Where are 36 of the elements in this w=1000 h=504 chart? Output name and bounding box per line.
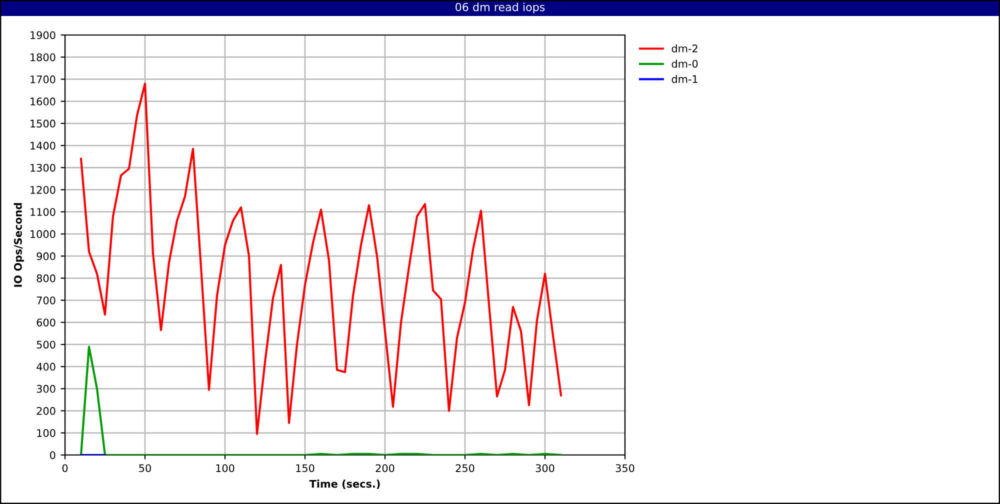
y-tick-label: 1600 xyxy=(30,98,56,106)
x-tick-label: 200 xyxy=(376,464,394,472)
y-tick-label: 1400 xyxy=(30,142,56,150)
x-tick-label: 100 xyxy=(216,464,234,472)
legend-label: dm-0 xyxy=(672,60,698,68)
x-tick-label: 250 xyxy=(456,464,474,472)
y-tick-label: 1700 xyxy=(30,75,56,84)
y-tick-label: 900 xyxy=(36,252,56,260)
y-tick-label: 500 xyxy=(36,340,56,349)
legend-label: dm-2 xyxy=(672,44,698,52)
x-axis-title: Time (secs.) xyxy=(309,480,380,489)
x-tick-label: 0 xyxy=(62,464,68,472)
legend-label: dm-1 xyxy=(672,74,698,84)
x-tick-label: 350 xyxy=(616,464,634,472)
line-series xyxy=(80,82,562,436)
chart-title: 06 dm read iops xyxy=(456,2,545,14)
y-tick-label: 1100 xyxy=(30,208,56,216)
x-tick-label: 50 xyxy=(139,464,151,472)
y-axis-title: IO Ops/Second xyxy=(14,203,24,287)
y-tick-label: 1000 xyxy=(30,230,56,238)
y-tick-label: 700 xyxy=(36,296,56,304)
y-tick-label: 200 xyxy=(36,407,56,415)
y-tick-label: 400 xyxy=(36,362,56,371)
x-tick-label: 150 xyxy=(296,464,314,472)
y-tick-label: 1900 xyxy=(30,31,56,40)
y-tick-label: 300 xyxy=(36,384,56,393)
y-tick-label: 1200 xyxy=(30,186,56,194)
y-tick-label: 100 xyxy=(37,429,56,437)
y-tick-label: 1500 xyxy=(30,120,56,128)
y-tick-label: 1800 xyxy=(30,53,56,62)
y-tick-label: 1300 xyxy=(30,164,56,172)
y-tick-label: 0 xyxy=(50,451,56,460)
y-tick-label: 600 xyxy=(36,318,56,326)
line-series xyxy=(80,346,562,455)
y-tick-label: 800 xyxy=(36,274,56,282)
x-tick-label: 300 xyxy=(536,464,554,472)
